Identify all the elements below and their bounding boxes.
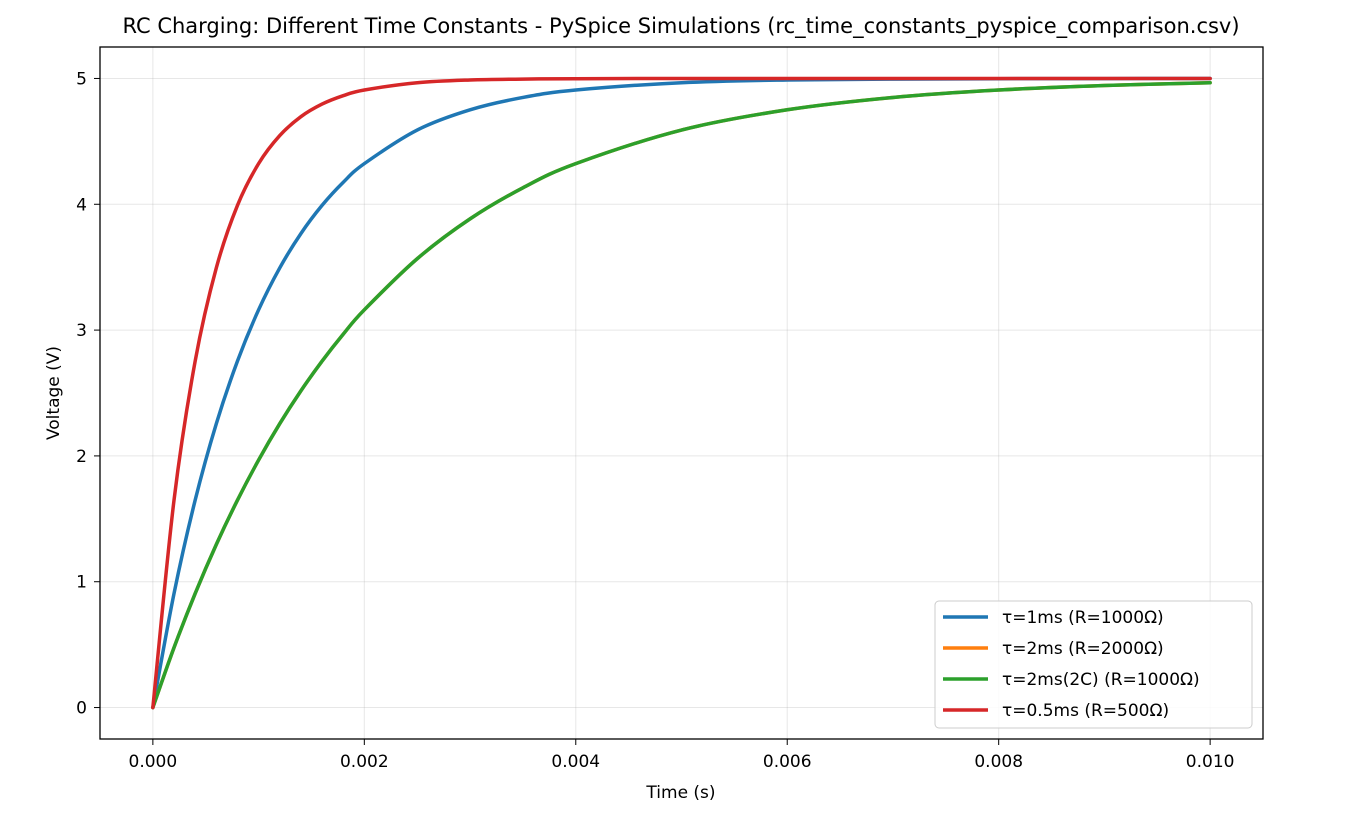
series-line-3: [151, 80, 1212, 710]
x-tick-label: 0.002: [340, 752, 389, 772]
series-line-4: [151, 76, 1212, 710]
x-tick-label: 0.006: [763, 752, 812, 772]
x-tick-label: 0.010: [1186, 752, 1235, 772]
y-tick-label: 1: [76, 573, 87, 593]
legend-label-2: τ=2ms (R=2000Ω): [1002, 639, 1164, 659]
y-tick-label: 4: [76, 195, 87, 215]
plot-frame: [99, 46, 1264, 740]
y-axis-label: Voltage (V): [44, 346, 64, 440]
y-tick-label: 0: [76, 699, 87, 719]
chart-title: RC Charging: Different Time Constants - …: [122, 14, 1239, 39]
legend-label-3: τ=2ms(2C) (R=1000Ω): [1002, 670, 1200, 690]
y-tick-label: 3: [76, 321, 87, 341]
legend-label-4: τ=0.5ms (R=500Ω): [1002, 701, 1169, 721]
ticks-layer: 0.000 0.002 0.004 0.006 0.008 0.010 0 1 2 3 4 5: [76, 69, 1234, 772]
legend: τ=1ms (R=1000Ω) τ=2ms (R=2000Ω) τ=2ms(2C…: [934, 600, 1253, 729]
y-tick-label: 2: [76, 447, 87, 467]
x-tick-label: 0.000: [129, 752, 178, 772]
y-tick-label: 5: [76, 69, 87, 89]
legend-box: [934, 600, 1253, 729]
x-tick-label: 0.004: [551, 752, 600, 772]
x-tick-label: 0.008: [974, 752, 1023, 772]
series-layer: [151, 76, 1212, 710]
x-axis-label: Time (s): [645, 783, 715, 803]
legend-label-1: τ=1ms (R=1000Ω): [1002, 608, 1164, 628]
